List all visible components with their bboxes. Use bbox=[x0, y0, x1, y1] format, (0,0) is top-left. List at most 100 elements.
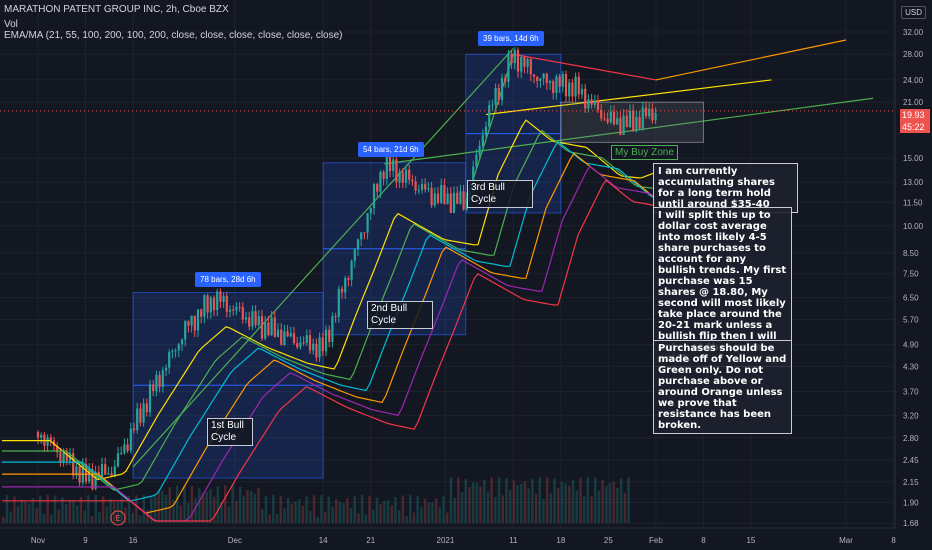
candle-body bbox=[139, 408, 142, 423]
volume-bar bbox=[460, 492, 464, 523]
volume-bar bbox=[138, 515, 142, 523]
volume-bar bbox=[301, 505, 305, 523]
volume-bar bbox=[198, 488, 201, 523]
volume-bar bbox=[516, 485, 519, 523]
candle-body bbox=[622, 115, 625, 135]
volume-bar bbox=[327, 496, 331, 523]
candle-body bbox=[523, 56, 526, 67]
candle-body bbox=[404, 169, 408, 183]
candle-body bbox=[62, 452, 65, 462]
volume-bar bbox=[397, 510, 401, 523]
candle-body bbox=[171, 351, 174, 353]
y-tick-label: 2.15 bbox=[903, 478, 919, 487]
candle-body bbox=[392, 159, 395, 172]
volume-bar bbox=[423, 498, 427, 523]
volume-bar bbox=[216, 486, 220, 523]
currency-badge[interactable]: USD bbox=[901, 6, 926, 19]
candle-body bbox=[395, 159, 398, 183]
candle-body bbox=[369, 207, 372, 214]
candle-body bbox=[555, 76, 558, 93]
volume-bar bbox=[264, 495, 268, 523]
candle-body bbox=[606, 118, 609, 123]
candle-body bbox=[120, 452, 123, 454]
candle-body bbox=[75, 466, 78, 476]
volume-bar bbox=[79, 496, 83, 523]
candle-body bbox=[494, 88, 497, 105]
candle-body bbox=[379, 171, 382, 192]
volume-bar bbox=[590, 496, 593, 523]
volume-bar bbox=[268, 514, 271, 523]
volume-bar bbox=[179, 505, 183, 523]
candle-body bbox=[145, 403, 148, 413]
volume-bar bbox=[135, 495, 138, 523]
candle-body bbox=[196, 309, 200, 331]
candle-body bbox=[216, 291, 219, 310]
volume-bar bbox=[242, 495, 245, 523]
candle-body bbox=[206, 295, 209, 313]
symbol-title: MARATHON PATENT GROUP INC, 2h, Cboe BZX bbox=[4, 4, 229, 15]
volume-bar bbox=[35, 508, 38, 523]
candle-body bbox=[648, 108, 651, 117]
candle-body bbox=[168, 352, 171, 368]
moving-average-line bbox=[2, 129, 655, 491]
candle-body bbox=[452, 192, 456, 213]
candle-body bbox=[123, 444, 126, 453]
volume-bar bbox=[127, 496, 131, 523]
volume-bar bbox=[527, 488, 530, 523]
y-tick-label: 3.70 bbox=[903, 387, 919, 396]
volume-bar bbox=[109, 498, 112, 523]
candle-body bbox=[516, 49, 520, 72]
volume-bar bbox=[608, 483, 612, 523]
volume-bar bbox=[312, 495, 316, 523]
candle-body bbox=[619, 118, 622, 135]
candle-body bbox=[228, 309, 232, 312]
note-accumulating[interactable]: I am currently accumulating shares for a… bbox=[653, 163, 798, 213]
volume-bar bbox=[2, 517, 5, 523]
volume-bar bbox=[13, 496, 16, 523]
cycle-label-2[interactable]: 2nd Bull Cycle bbox=[367, 301, 433, 329]
volume-bar bbox=[468, 487, 471, 523]
volume-bar bbox=[153, 494, 157, 523]
candle-body bbox=[350, 260, 353, 280]
volume-bar bbox=[275, 514, 279, 523]
candle-body bbox=[273, 317, 276, 337]
candle-body bbox=[558, 76, 561, 87]
candle-body bbox=[571, 82, 574, 97]
candle-body bbox=[232, 309, 235, 311]
candle-body bbox=[625, 115, 628, 128]
candle-body bbox=[264, 322, 267, 339]
cycle-label-3[interactable]: 3rd Bull Cycle bbox=[467, 180, 533, 208]
candle-body bbox=[286, 331, 289, 337]
volume-bar bbox=[368, 495, 371, 523]
volume-bar bbox=[586, 477, 590, 523]
x-tick-label: 14 bbox=[319, 536, 328, 545]
volume-bar bbox=[568, 485, 571, 523]
x-tick-label: 2021 bbox=[437, 536, 455, 545]
x-tick-label: Dec bbox=[228, 536, 242, 545]
candle-body bbox=[654, 112, 657, 121]
trendline-green-long bbox=[384, 97, 874, 165]
volume-bar bbox=[283, 508, 286, 523]
cycle-label-1[interactable]: 1st Bull Cycle bbox=[207, 418, 253, 446]
volume-bar bbox=[246, 489, 249, 523]
buy-zone-label[interactable]: My Buy Zone bbox=[611, 145, 678, 160]
candle-body bbox=[244, 317, 248, 320]
candle-body bbox=[603, 118, 606, 120]
candle-body bbox=[401, 172, 404, 183]
candle-body bbox=[635, 116, 638, 131]
volume-bar bbox=[508, 489, 512, 523]
indicator-legend[interactable]: EMA/MA (21, 55, 100, 200, 100, 200, clos… bbox=[4, 30, 343, 41]
candle-body bbox=[536, 76, 539, 81]
volume-bar bbox=[457, 477, 460, 523]
candle-body bbox=[91, 469, 94, 489]
candle-body bbox=[577, 76, 580, 95]
candle-body bbox=[414, 181, 417, 191]
candle-body bbox=[200, 309, 203, 317]
note-purchase-rules[interactable]: Purchases should be made off of Yellow a… bbox=[653, 340, 792, 434]
y-tick-label: 7.50 bbox=[903, 270, 919, 279]
candle-body bbox=[36, 432, 40, 438]
candle-body bbox=[500, 77, 504, 100]
volume-bar bbox=[353, 495, 356, 523]
volume-bar bbox=[157, 490, 160, 523]
